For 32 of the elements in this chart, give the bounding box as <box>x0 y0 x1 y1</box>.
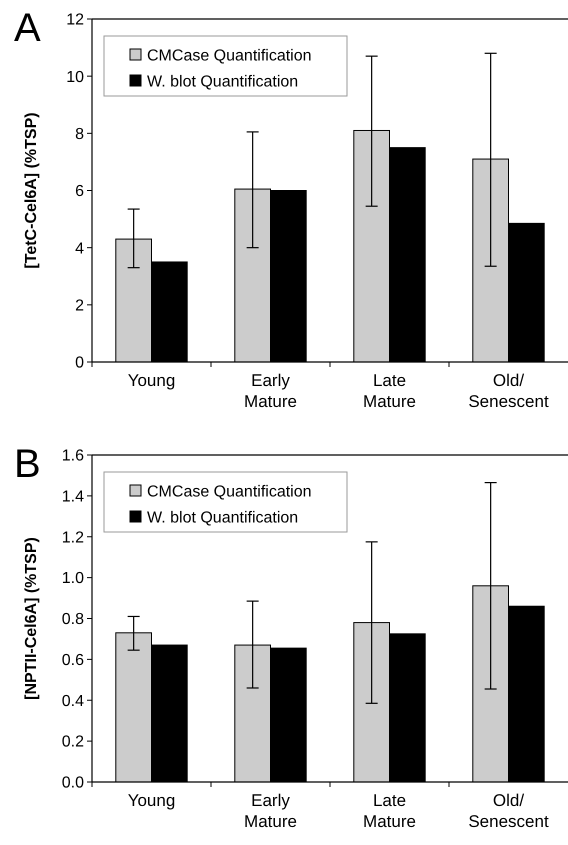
y-tick-label: 0.2 <box>62 734 84 751</box>
x-tick-label: Early Mature <box>244 791 297 831</box>
y-tick-label: 0.6 <box>62 652 84 669</box>
x-tick-label: Early Mature <box>244 371 297 411</box>
legend-label: W. blot Quantification <box>147 510 298 527</box>
x-tick-label: Old/ Senescent <box>468 791 549 831</box>
y-tick-label: 0.8 <box>62 611 84 628</box>
x-tick-label: Late Mature <box>363 371 416 411</box>
y-tick-label: 0.4 <box>62 692 84 710</box>
chart-title: A <box>14 6 41 50</box>
y-tick-label: 1.2 <box>62 529 84 546</box>
chart-title: B <box>14 442 41 486</box>
y-tick-label: 10 <box>66 68 84 86</box>
legend-label: W. blot Quantification <box>147 74 298 91</box>
y-tick-label: 1.6 <box>62 448 84 465</box>
x-tick-label: Late Mature <box>363 791 416 831</box>
y-tick-label: 0 <box>75 354 84 372</box>
y-tick-label: 1.4 <box>62 488 84 506</box>
y-axis-title: [NPTII-Cel6A] (%TSP) <box>23 537 40 700</box>
x-tick-label: Young <box>128 791 176 810</box>
y-tick-label: 6 <box>75 183 84 200</box>
legend-label: CMCase Quantification <box>147 484 312 501</box>
y-tick-label: 8 <box>75 126 84 143</box>
x-tick-label: Young <box>128 371 176 390</box>
y-tick-label: 1.0 <box>62 570 84 588</box>
y-tick-label: 4 <box>75 240 84 258</box>
y-tick-label: 2 <box>75 297 84 314</box>
y-tick-label: 12 <box>66 12 84 29</box>
y-axis-title: [TetC-Cel6A] (%TSP) <box>23 112 40 269</box>
y-tick-label: 0.0 <box>62 774 84 792</box>
x-tick-label: Old/ Senescent <box>468 371 549 411</box>
legend-label: CMCase Quantification <box>147 48 312 65</box>
